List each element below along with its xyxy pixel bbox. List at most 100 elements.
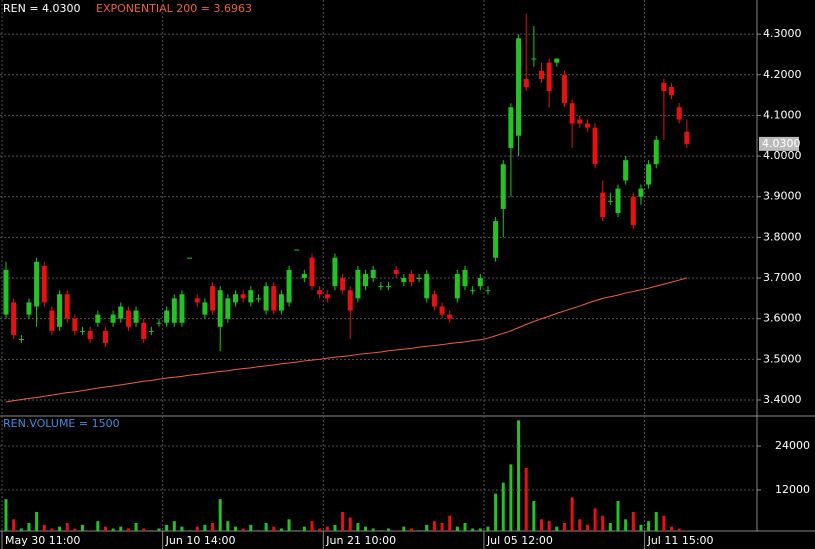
candle-body	[393, 269, 399, 274]
candle-body	[34, 261, 40, 307]
candle-body	[3, 269, 9, 315]
volume-bar	[88, 530, 92, 531]
volume-bar	[27, 523, 31, 531]
candle-body	[87, 330, 93, 339]
volume-bar	[134, 523, 138, 531]
candle-body	[156, 322, 162, 324]
candle-body	[684, 131, 690, 144]
candle-body	[584, 123, 590, 128]
candle-body	[569, 103, 575, 124]
candle-body	[11, 302, 17, 335]
volume-bar	[631, 512, 635, 531]
volume-bar	[226, 521, 230, 531]
volume-bar	[272, 526, 276, 531]
candle-body	[669, 86, 675, 96]
volume-bar	[279, 528, 283, 531]
volume-bar	[608, 523, 612, 531]
volume-bar	[455, 526, 459, 531]
volume-bar	[463, 523, 467, 531]
last-price-box	[759, 136, 799, 151]
volume-bar	[325, 526, 329, 531]
volume-bar	[624, 519, 628, 531]
y-tick-label: 3.5000	[763, 352, 802, 365]
volume-bar	[234, 526, 237, 531]
volume-bar	[264, 523, 268, 531]
candle-body	[26, 302, 32, 315]
volume-bar	[188, 530, 192, 531]
volume-bar	[348, 517, 352, 531]
candle-body	[638, 188, 644, 197]
volume-bar	[103, 526, 107, 531]
candle-body	[64, 294, 70, 319]
volume-bar	[149, 530, 153, 531]
candle-body	[225, 298, 231, 319]
volume-bar	[639, 524, 643, 531]
candle-body	[332, 257, 338, 287]
candle-body	[431, 294, 437, 307]
ema-line	[5, 277, 687, 403]
candle-body	[141, 322, 147, 339]
volume-bar	[195, 526, 199, 531]
candle-body	[561, 74, 567, 104]
candle-body	[607, 200, 613, 202]
candle-body	[623, 160, 629, 181]
volume-bar	[341, 512, 345, 531]
volume-bar	[19, 528, 23, 531]
volume-bar	[402, 526, 406, 531]
volume-bar	[662, 515, 666, 531]
volume-bar	[157, 528, 161, 531]
candle-body	[278, 294, 284, 311]
candle-body	[408, 273, 414, 283]
candle-body	[49, 310, 55, 331]
volume-bar	[517, 420, 521, 531]
volume-bar	[333, 524, 337, 531]
candle-body	[661, 82, 667, 92]
candle-body	[516, 38, 522, 136]
candle-body	[263, 286, 269, 311]
x-tick-label: Jun 10 14:00	[165, 534, 236, 547]
volume-bar	[647, 521, 651, 531]
volume-bar	[578, 519, 582, 531]
candle-body	[72, 318, 78, 331]
price-legend: REN = 4.0300	[3, 2, 81, 15]
y-tick-label: 4.1000	[763, 108, 802, 121]
candle-body	[378, 286, 384, 288]
candle-body	[294, 249, 300, 251]
candle-body	[80, 330, 85, 332]
candle-body	[630, 196, 636, 226]
candle-body	[309, 257, 315, 287]
volume-bar	[111, 528, 115, 531]
volume-bar	[524, 468, 528, 531]
y2-tick-label: 12000	[775, 483, 810, 496]
candle-body	[301, 273, 307, 279]
candle-body	[210, 286, 216, 311]
volume-bar	[387, 528, 390, 531]
volume-bar	[409, 528, 413, 531]
volume-bar	[142, 528, 146, 531]
candle-body	[477, 278, 483, 287]
volume-bar	[119, 526, 123, 531]
candle-body	[493, 221, 499, 258]
volume-bar	[486, 526, 490, 531]
candle-body	[470, 290, 476, 292]
volume-bar	[677, 528, 681, 531]
volume-bar	[685, 530, 689, 531]
volume-bar	[570, 497, 574, 531]
candle-body	[531, 58, 537, 60]
candle-body	[454, 273, 460, 299]
volume-bar	[356, 523, 360, 531]
candle-body	[248, 290, 254, 303]
candle-body	[370, 269, 376, 279]
volume-bar	[318, 528, 322, 531]
candle-body	[523, 78, 529, 87]
volume-bar	[218, 499, 222, 531]
volume-bar	[501, 482, 505, 531]
volume-bar	[172, 521, 176, 531]
candle-body	[508, 107, 514, 148]
candle-body	[18, 338, 24, 340]
volume-bar	[371, 528, 375, 531]
volume-bar	[425, 524, 429, 531]
candle-body	[41, 265, 47, 303]
candle-body	[179, 294, 185, 323]
